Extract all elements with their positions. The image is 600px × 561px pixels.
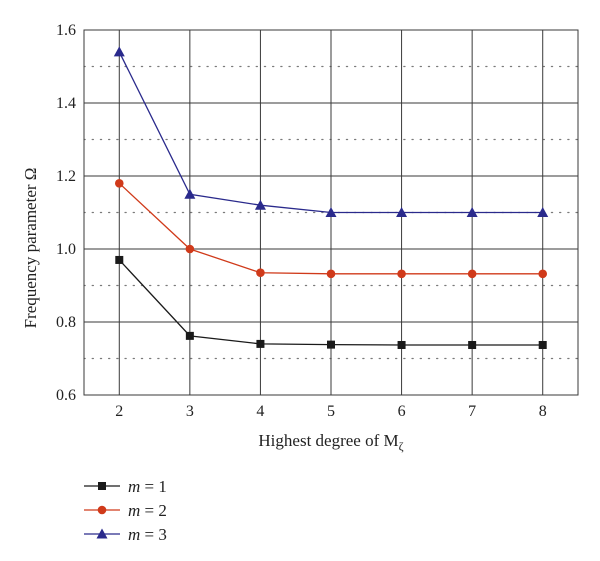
y-tick-label: 0.6 <box>56 387 76 404</box>
data-point <box>467 269 477 279</box>
data-point <box>538 269 548 279</box>
x-tick-label: 6 <box>398 403 406 420</box>
data-point <box>184 188 196 199</box>
y-tick-label: 1.0 <box>56 241 76 258</box>
x-axis-label-main: Highest degree of M <box>258 431 398 450</box>
data-point <box>113 46 125 57</box>
data-point <box>185 244 195 254</box>
data-point <box>326 269 336 279</box>
tick-labels: 0.6 0.8 1.0 1.2 1.4 1.6 2 3 4 5 6 7 8 <box>56 22 547 420</box>
data-point <box>185 331 194 340</box>
y-tick-label: 0.8 <box>56 314 76 331</box>
legend-label: m = 1 <box>128 477 167 496</box>
legend-item-3: m = 3 <box>84 525 167 544</box>
x-tick-label: 4 <box>256 403 264 420</box>
data-point <box>397 269 406 279</box>
data-point <box>256 268 265 278</box>
data-point <box>538 340 547 349</box>
data-point <box>466 207 478 217</box>
data-point <box>115 255 124 264</box>
x-tick-label: 5 <box>327 403 335 420</box>
series-2 <box>114 179 548 279</box>
data-point <box>468 340 477 349</box>
y-tick-label: 1.2 <box>56 168 76 185</box>
series-3 <box>113 46 549 217</box>
legend-label-variable: m <box>128 525 140 544</box>
legend-label-value: = 3 <box>140 525 167 544</box>
x-tick-label: 3 <box>186 403 194 420</box>
legend: m = 1m = 2m = 3 <box>84 477 167 544</box>
legend-label-variable: m <box>128 501 140 520</box>
legend-label: m = 3 <box>128 525 167 544</box>
legend-marker <box>98 482 106 490</box>
y-axis-label: Frequency parameter Ω <box>21 168 40 329</box>
legend-label-value: = 2 <box>140 501 167 520</box>
data-point <box>397 340 406 349</box>
legend-item-1: m = 1 <box>84 477 167 496</box>
data-point <box>254 199 266 210</box>
x-axis-label: Highest degree of Mζ <box>258 431 403 453</box>
data-point <box>396 207 408 217</box>
legend-marker <box>96 528 108 539</box>
legend-label-value: = 1 <box>140 477 167 496</box>
x-axis-label-subscript: ζ <box>399 439 404 453</box>
y-tick-label: 1.4 <box>56 95 76 112</box>
legend-item-2: m = 2 <box>84 501 167 520</box>
data-point <box>537 207 549 217</box>
data-point <box>327 340 335 349</box>
y-tick-label: 1.6 <box>56 22 76 39</box>
data-point <box>256 339 265 348</box>
legend-label: m = 2 <box>128 501 167 520</box>
legend-label-variable: m <box>128 477 140 496</box>
data-point <box>114 179 124 188</box>
plot-frame <box>83 29 579 396</box>
x-tick-label: 8 <box>539 403 547 420</box>
legend-marker <box>97 505 107 515</box>
x-tick-label: 7 <box>468 403 476 420</box>
series-1 <box>115 255 547 349</box>
data-point <box>325 207 337 217</box>
x-tick-label: 2 <box>115 403 123 420</box>
series-layer <box>113 46 549 349</box>
